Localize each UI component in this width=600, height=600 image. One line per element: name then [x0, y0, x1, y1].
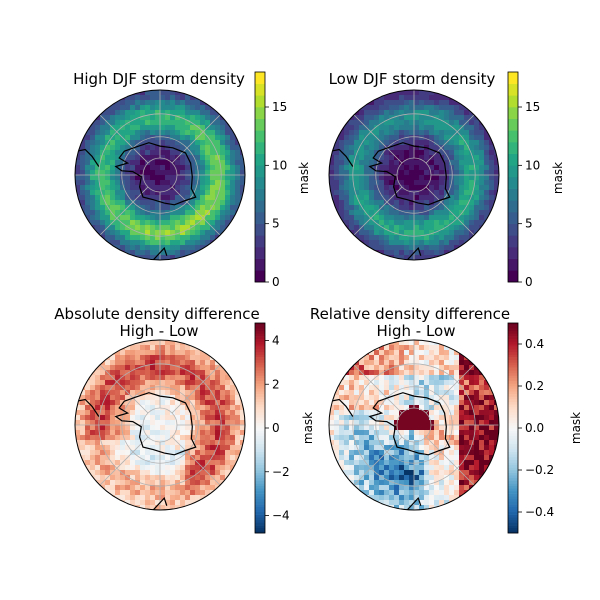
colorbar: 0 5 10 15 [254, 71, 287, 289]
panel-title: Relative density difference [310, 305, 510, 323]
colorbar: 0 5 10 15 [507, 71, 540, 289]
map-boundary [74, 339, 246, 511]
coastline [330, 142, 463, 260]
colorbar-tick-label: 4 [272, 334, 280, 348]
panel-title: Absolute density difference [54, 305, 259, 323]
colorbar-tick-label: 10 [272, 158, 287, 172]
colorbar-tick-label: 10 [525, 158, 540, 172]
colorbar-label: mask [569, 412, 583, 444]
polar-map [328, 89, 500, 261]
map-boundary [328, 339, 500, 511]
colorbar-tick-label: 0.0 [525, 421, 544, 435]
map-boundary [328, 89, 500, 261]
colorbar-tick-label: 5 [272, 217, 280, 231]
colorbar-tick-label: 0 [272, 275, 280, 289]
colorbar: −4 −2 0 2 4 [254, 322, 290, 534]
colorbar-tick-label: 15 [272, 100, 287, 114]
colorbar-tick-label: 2 [272, 377, 280, 391]
panel-absolute-difference: Absolute density difference High - Low −… [54, 305, 315, 534]
polar-map [328, 339, 500, 511]
gridlines [329, 90, 499, 260]
colorbar: −0.4 −0.2 0.0 0.2 0.4 [507, 322, 554, 534]
panel-relative-difference: Relative density difference High - Low −… [310, 305, 583, 534]
panel-title: Low DJF storm density [329, 70, 496, 88]
polar-map [74, 339, 246, 511]
gridlines [75, 90, 245, 260]
colorbar-tick-label: −4 [272, 509, 290, 523]
colorbar-label: mask [301, 412, 315, 444]
colorbar-label: mask [551, 162, 565, 194]
colorbar-tick-label: 0 [272, 421, 280, 435]
polar-map [74, 89, 246, 261]
panel-subtitle: High - Low [120, 322, 199, 340]
colorbar-tick-label: 0.4 [525, 337, 544, 351]
colorbar-tick-label: −0.2 [525, 463, 554, 477]
map-boundary [74, 89, 246, 261]
gridlines [75, 340, 245, 510]
colorbar-tick-label: −0.4 [525, 505, 554, 519]
panel-high-density: High DJF storm density 0 5 10 15 mask [73, 70, 311, 289]
panel-subtitle: High - Low [377, 322, 456, 340]
panel-low-density: Low DJF storm density 0 5 10 15 mask [328, 70, 565, 289]
colorbar-tick-label: 0.2 [525, 379, 544, 393]
coastline [76, 142, 209, 260]
panel-title: High DJF storm density [73, 70, 245, 88]
colorbar-label: mask [297, 162, 311, 194]
colorbar-tick-label: −2 [272, 465, 290, 479]
coastline [76, 392, 209, 510]
coastline [330, 392, 463, 510]
colorbar-tick-label: 0 [525, 275, 533, 289]
colorbar-tick-label: 5 [525, 217, 533, 231]
colorbar-tick-label: 15 [525, 100, 540, 114]
